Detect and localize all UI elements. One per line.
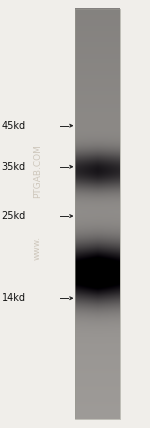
Text: 14kd: 14kd — [2, 293, 26, 303]
Text: 25kd: 25kd — [2, 211, 26, 221]
Text: www.: www. — [33, 236, 42, 260]
Text: PTGAB.COM: PTGAB.COM — [33, 144, 42, 198]
Text: 45kd: 45kd — [2, 121, 26, 131]
Text: 35kd: 35kd — [2, 162, 26, 172]
Bar — [75, 9, 120, 419]
